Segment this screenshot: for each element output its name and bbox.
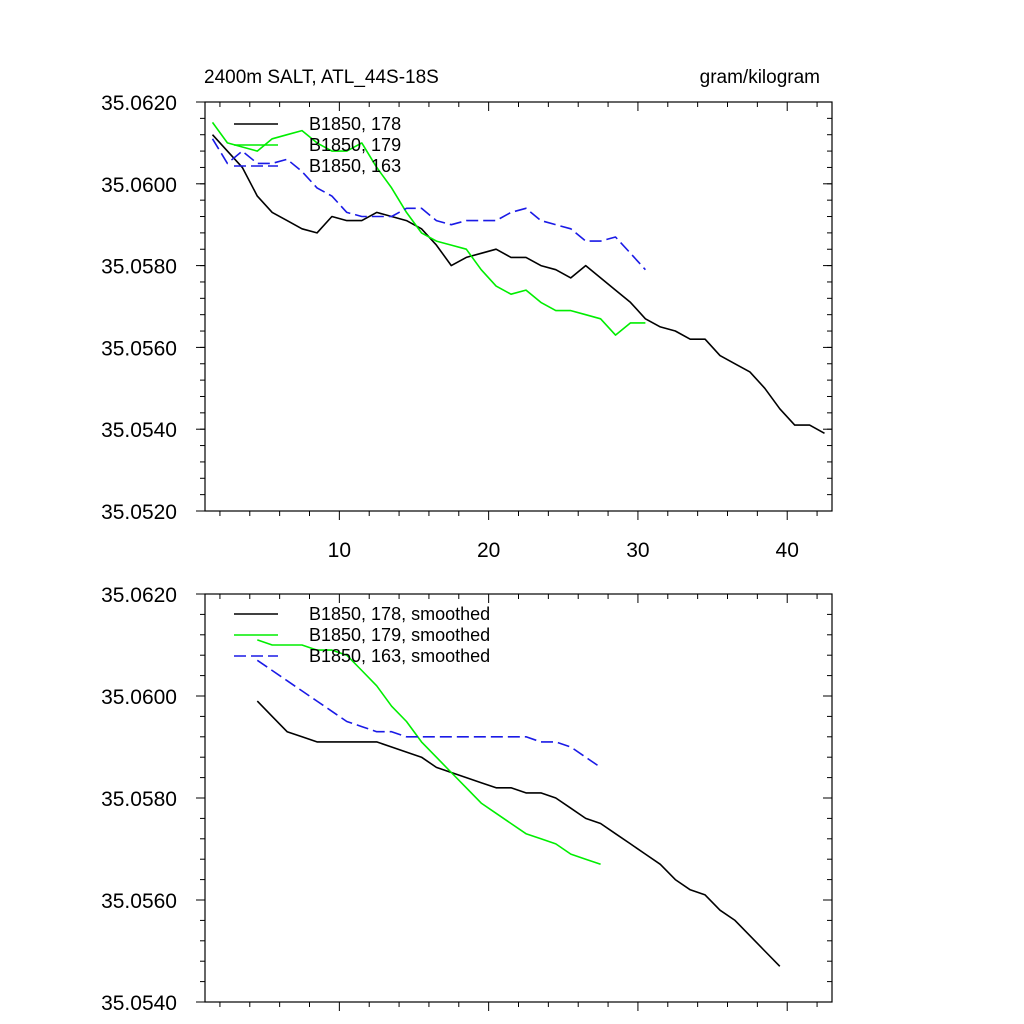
y-tick-label: 35.0620 (101, 584, 177, 607)
bottom-panel: 35.0540 35.0560 35.0580 35.0600 35.0620 B185… (101, 584, 833, 1015)
legend-label-1: B1850, 178 (309, 114, 401, 134)
series-line-1 (256, 700, 781, 967)
series-line-3 (256, 659, 602, 769)
x-tick-label: 20 (477, 539, 500, 562)
bottom-series-lines (256, 639, 781, 967)
y-tick-label: 35.0520 (101, 501, 177, 524)
y-tick-label: 35.0580 (101, 788, 177, 811)
series-line-2 (257, 639, 601, 866)
bottom-ticks (196, 593, 832, 1011)
top-ticks (196, 101, 832, 520)
y-tick-label: 35.0540 (101, 992, 177, 1015)
x-tick-label: 40 (776, 539, 799, 562)
legend-label-3: B1850, 163, smoothed (309, 646, 490, 666)
y-tick-label: 35.0600 (101, 686, 177, 709)
series-line-1 (211, 134, 825, 435)
top-xtick-labels: 10 20 30 40 (328, 539, 799, 562)
chart-title: 2400m SALT, ATL_44S-18S (204, 67, 439, 88)
series-line-3 (211, 138, 646, 271)
y-tick-label: 35.0600 (101, 174, 177, 197)
top-plot-frame (204, 101, 833, 512)
y-tick-label: 35.0560 (101, 890, 177, 913)
series-line-2 (211, 121, 646, 336)
x-tick-label: 30 (626, 539, 649, 562)
legend-label-2: B1850, 179 (309, 135, 401, 155)
x-tick-label: 10 (328, 539, 351, 562)
bottom-plot-frame (204, 593, 833, 1003)
chart-units: gram/kilogram (700, 67, 820, 88)
y-tick-label: 35.0620 (101, 92, 177, 115)
top-panel: 35.0520 35.0540 35.0560 35.0580 35.0600 35.06… (101, 92, 833, 562)
bottom-ytick-labels: 35.0540 35.0560 35.0580 35.0600 35.0620 (101, 584, 177, 1015)
top-ytick-labels: 35.0520 35.0540 35.0560 35.0580 35.0600 35.06… (101, 92, 177, 524)
y-tick-label: 35.0560 (101, 337, 177, 360)
legend-label-3: B1850, 163 (309, 156, 401, 176)
y-tick-label: 35.0540 (101, 419, 177, 442)
legend-label-2: B1850, 179, smoothed (309, 625, 490, 645)
y-tick-label: 35.0580 (101, 256, 177, 279)
legend-label-1: B1850, 178, smoothed (309, 604, 490, 624)
top-series-lines (211, 121, 825, 435)
